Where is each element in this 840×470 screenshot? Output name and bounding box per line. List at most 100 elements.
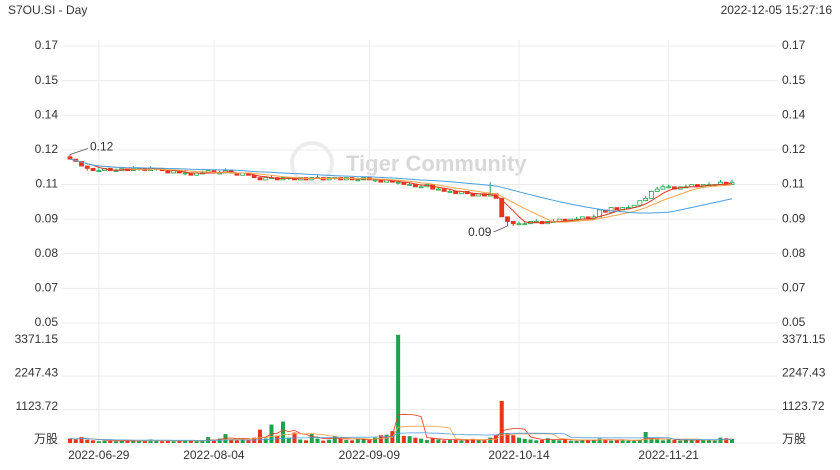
volume-bar <box>114 441 119 443</box>
volume-tick-label: 2247.43 <box>15 365 59 379</box>
moving-average-line <box>69 158 733 223</box>
volume-tick-label: 1123.72 <box>16 399 59 413</box>
volume-bar <box>309 434 314 443</box>
volume-bar <box>194 441 199 443</box>
volume-bar <box>373 437 378 443</box>
y-tick-label-right: 0.12 <box>782 142 806 156</box>
candle-body <box>505 216 510 222</box>
volume-bar <box>96 441 101 443</box>
volume-bar <box>545 438 550 443</box>
y-tick-label-right: 0.15 <box>782 73 806 87</box>
candle-body <box>522 223 528 226</box>
candle-body <box>407 184 413 186</box>
volume-bar <box>79 437 84 443</box>
volume-bar <box>413 437 418 443</box>
volume-bar <box>609 440 614 443</box>
volume-bar <box>666 439 671 443</box>
volume-bar <box>522 438 527 443</box>
volume-bar <box>217 438 222 443</box>
volume-bar <box>689 440 694 443</box>
candle-body <box>666 186 672 189</box>
volume-bar <box>108 440 113 443</box>
volume-bar <box>378 435 383 443</box>
volume-bar <box>712 440 717 443</box>
volume-bar <box>603 439 608 443</box>
candle-body <box>113 170 119 173</box>
volume-bar <box>298 439 303 443</box>
volume-bar <box>442 440 447 443</box>
y-tick-label-right: 0.07 <box>782 281 806 295</box>
volume-bar <box>85 439 90 443</box>
volume-bar <box>534 440 539 443</box>
volume-bar <box>678 440 683 443</box>
volume-bar <box>286 437 291 443</box>
candle-body <box>608 207 614 213</box>
volume-bar <box>119 440 124 443</box>
volume-bar <box>528 439 533 443</box>
volume-bar <box>591 440 596 443</box>
x-tick-label: 2022-08-04 <box>183 448 245 462</box>
volume-bar <box>246 440 251 443</box>
y-tick-label: 0.09 <box>35 211 59 225</box>
candle-body <box>614 207 620 211</box>
volume-bar <box>165 440 170 443</box>
volume-bar <box>367 439 372 443</box>
volume-bar <box>637 439 642 443</box>
volume-bar <box>125 440 130 443</box>
volume-average-line <box>69 432 733 441</box>
candle-body <box>257 177 263 181</box>
y-tick-label: 0.15 <box>35 73 59 87</box>
volume-bar <box>540 440 545 443</box>
volume-bar <box>419 438 424 443</box>
volume-bar <box>401 435 406 443</box>
volume-bar <box>551 439 556 443</box>
y-tick-label-right: 0.17 <box>782 38 806 52</box>
volume-bar <box>597 438 602 443</box>
volume-bar <box>229 439 234 443</box>
volume-bar <box>327 439 332 443</box>
volume-bar <box>154 440 159 443</box>
volume-bar <box>171 441 176 443</box>
y-tick-label: 0.14 <box>35 107 59 121</box>
volume-bar <box>257 429 262 443</box>
max-label: 0.12 <box>90 140 114 154</box>
candle-body <box>441 188 447 192</box>
candle-body <box>418 186 424 189</box>
volume-bar <box>718 437 723 443</box>
volume-bar <box>91 440 96 443</box>
candle-body <box>67 156 73 160</box>
volume-bar <box>626 440 631 443</box>
volume-tick-label-right: 2247.43 <box>782 365 826 379</box>
volume-bar <box>482 440 487 443</box>
candle-body <box>79 161 84 167</box>
volume-bar <box>142 440 147 443</box>
volume-bar <box>470 438 475 443</box>
moving-average-line <box>69 158 733 224</box>
volume-bar <box>453 440 458 443</box>
candle-body <box>436 188 441 191</box>
volume-bar <box>200 440 205 443</box>
candle-body <box>395 181 401 184</box>
volume-bar <box>683 439 688 443</box>
volume-bar <box>102 440 107 443</box>
candle-body <box>648 191 654 199</box>
volume-bar <box>574 440 579 443</box>
volume-bar <box>580 440 585 443</box>
x-tick-label: 2022-11-21 <box>638 448 699 462</box>
candle-body <box>84 165 90 169</box>
candle-body <box>165 170 171 174</box>
volume-bar <box>476 440 481 443</box>
min-leader <box>493 225 508 233</box>
volume-bar <box>465 439 470 443</box>
candle-body <box>660 186 666 190</box>
timestamp: 2022-12-05 15:27:16 <box>721 3 833 17</box>
volume-bar <box>344 440 349 443</box>
volume-tick-label: 3371.15 <box>15 332 59 346</box>
volume-bar <box>361 439 366 443</box>
volume-bar <box>355 438 360 443</box>
y-tick-label-right: 0.14 <box>782 107 806 121</box>
candle-body <box>90 167 96 172</box>
volume-bar <box>706 440 711 443</box>
candle-body <box>643 197 649 202</box>
